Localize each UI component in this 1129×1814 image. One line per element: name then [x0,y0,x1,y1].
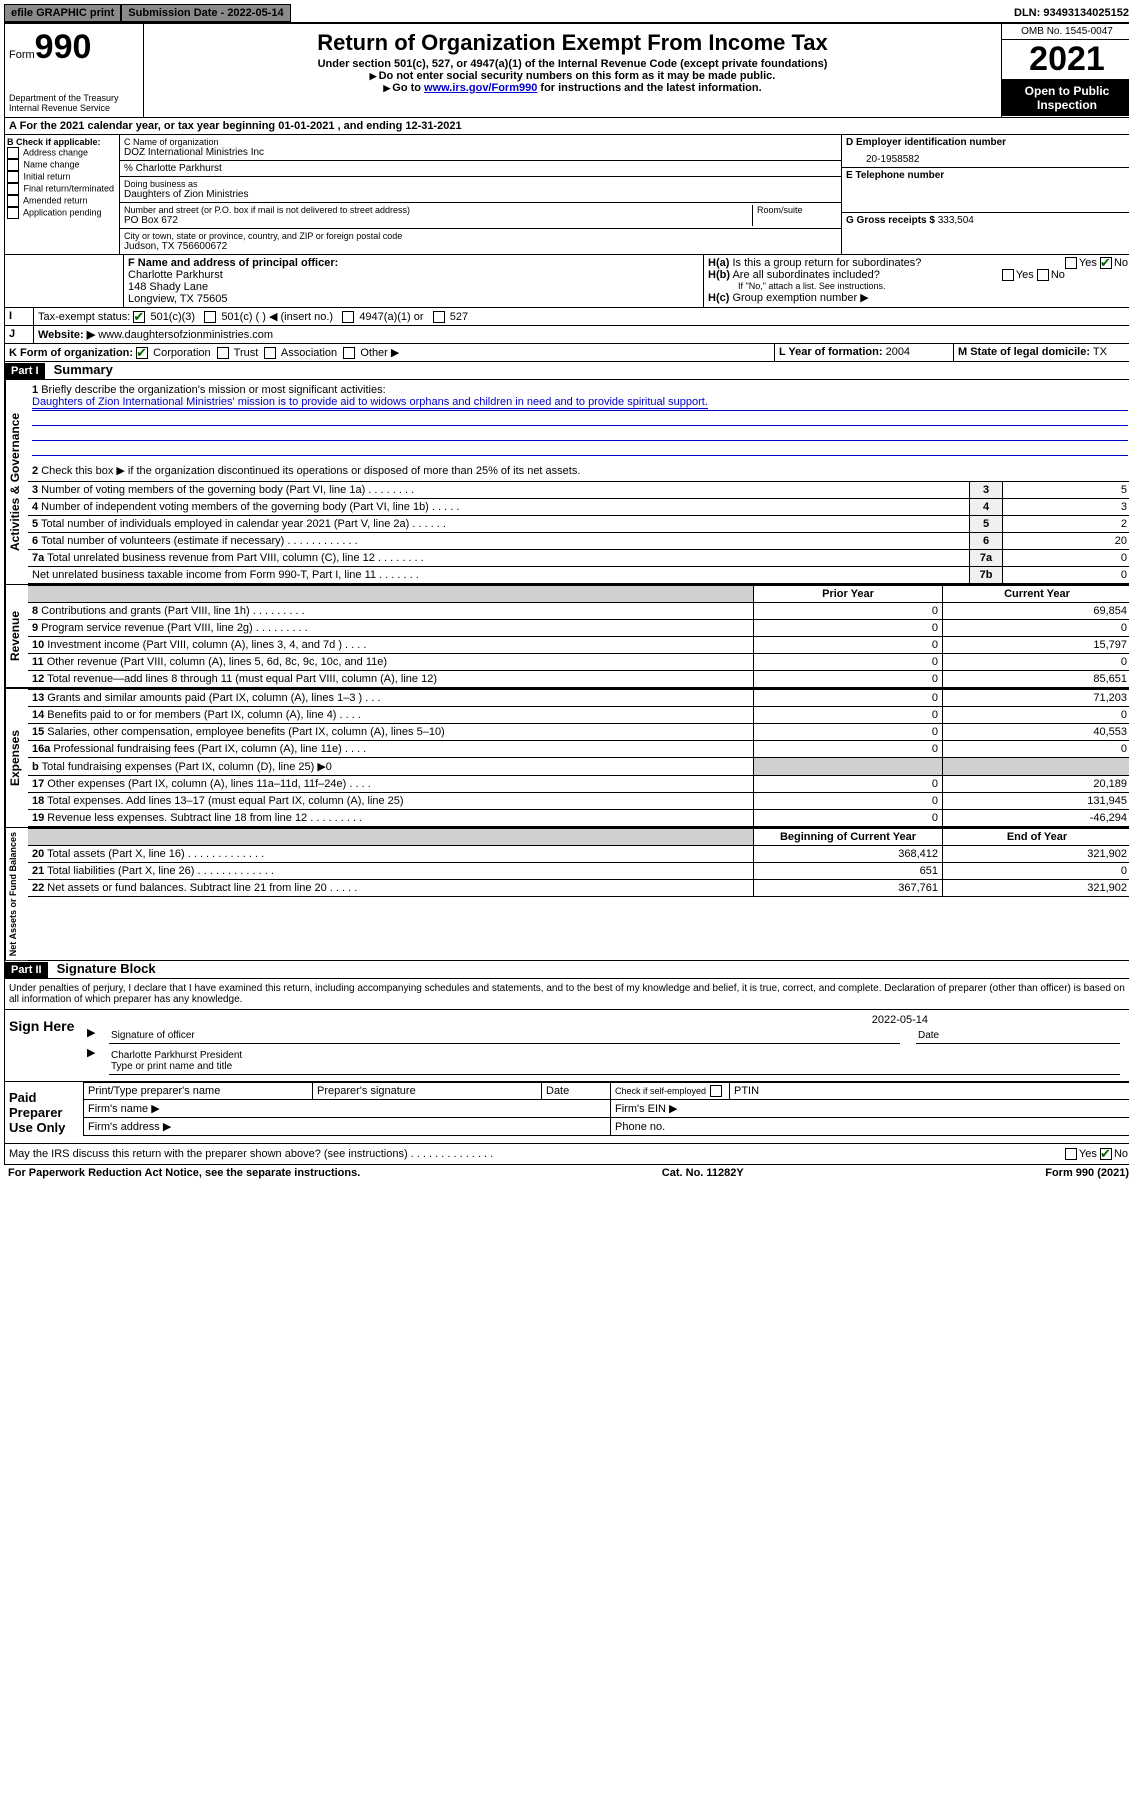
ha-yes[interactable] [1065,257,1077,269]
tax-year: 2021 [1002,40,1129,80]
officer-addr2: Longview, TX 75605 [128,293,699,305]
k-corp[interactable] [136,347,148,359]
e-label: E Telephone number [846,170,1128,181]
perjury-declaration: Under penalties of perjury, I declare th… [4,979,1129,1010]
ein: 20-1958582 [846,148,1128,165]
d-label: D Employer identification number [846,137,1128,148]
self-employed-check[interactable] [710,1085,722,1097]
line-a: A For the 2021 calendar year, or tax yea… [5,118,1129,134]
cat-no: Cat. No. 11282Y [662,1167,744,1179]
sign-here-label: Sign Here [5,1010,83,1081]
paperwork-notice: For Paperwork Reduction Act Notice, see … [8,1167,360,1179]
website: www.daughtersofzionministries.com [98,329,273,341]
form-number: Form990 [9,28,139,67]
irs-link[interactable]: www.irs.gov/Form990 [424,82,537,94]
form-footer: Form 990 (2021) [1045,1167,1129,1179]
c-name-label: C Name of organization [124,137,837,147]
b-opt-check[interactable] [7,183,19,195]
discuss-yes[interactable] [1065,1148,1077,1160]
b-opt-check[interactable] [7,147,19,159]
paid-preparer-label: Paid Preparer Use Only [5,1082,83,1143]
part1-header: Part I [5,363,45,379]
b-label: B Check if applicable: [7,137,117,147]
gross-receipts: 333,504 [938,215,974,226]
efile-print-button[interactable]: efile GRAPHIC print [4,4,121,22]
g-label: G Gross receipts $ [846,215,935,226]
hb-yes[interactable] [1002,269,1014,281]
sig-date: 2022-05-14 [87,1014,1128,1026]
activities-governance-label: Activities & Governance [5,380,28,584]
top-toolbar: efile GRAPHIC print Submission Date - 20… [4,4,1129,23]
f-h-block: F Name and address of principal officer:… [4,255,1129,308]
submission-date-label: Submission Date - 2022-05-14 [121,4,290,22]
form-subtitle: Under section 501(c), 527, or 4947(a)(1)… [148,58,997,70]
ha-no[interactable] [1100,257,1112,269]
ssn-warning: Do not enter social security numbers on … [379,70,776,82]
net-assets-label: Net Assets or Fund Balances [5,828,28,960]
city-state-zip: Judson, TX 756600672 [124,241,837,252]
tax-exempt-status: Tax-exempt status: 501(c)(3) 501(c) ( ) … [34,308,1129,325]
501c3-check[interactable] [133,311,145,323]
officer-printed-name: Charlotte Parkhurst President [111,1050,1118,1061]
care-of: % Charlotte Parkhurst [120,161,841,177]
dln-label: DLN: 93493134025152 [1014,7,1129,19]
open-public-badge: Open to Public Inspection [1002,80,1129,116]
part2-header: Part II [5,962,48,978]
omb-number: OMB No. 1545-0047 [1002,24,1129,40]
officer-addr1: 148 Shady Lane [128,281,699,293]
form-header: Form990 Department of the Treasury Inter… [4,23,1129,118]
officer-name: Charlotte Parkhurst [128,269,699,281]
street: PO Box 672 [124,215,752,226]
discuss-no[interactable] [1100,1148,1112,1160]
dept-label: Department of the Treasury Internal Reve… [9,93,139,113]
hb-no[interactable] [1037,269,1049,281]
org-name: DOZ International Ministries Inc [124,147,837,158]
form-title: Return of Organization Exempt From Incom… [148,30,997,56]
may-irs-discuss: May the IRS discuss this return with the… [9,1148,493,1160]
room-suite: Room/suite [752,205,837,226]
dba: Daughters of Zion Ministries [124,189,837,200]
year-formation: 2004 [886,346,910,358]
b-opt-check[interactable] [7,207,19,219]
b-opt-check[interactable] [7,195,19,207]
mission-text: Daughters of Zion International Ministri… [32,396,708,409]
expenses-label: Expenses [5,689,28,827]
b-opt-check[interactable] [7,159,19,171]
revenue-label: Revenue [5,585,28,688]
state-domicile: TX [1093,346,1107,358]
b-opt-check[interactable] [7,171,19,183]
identity-block: B Check if applicable: Address change Na… [4,135,1129,255]
part1-title: Summary [48,360,119,379]
part2-title: Signature Block [51,959,162,978]
